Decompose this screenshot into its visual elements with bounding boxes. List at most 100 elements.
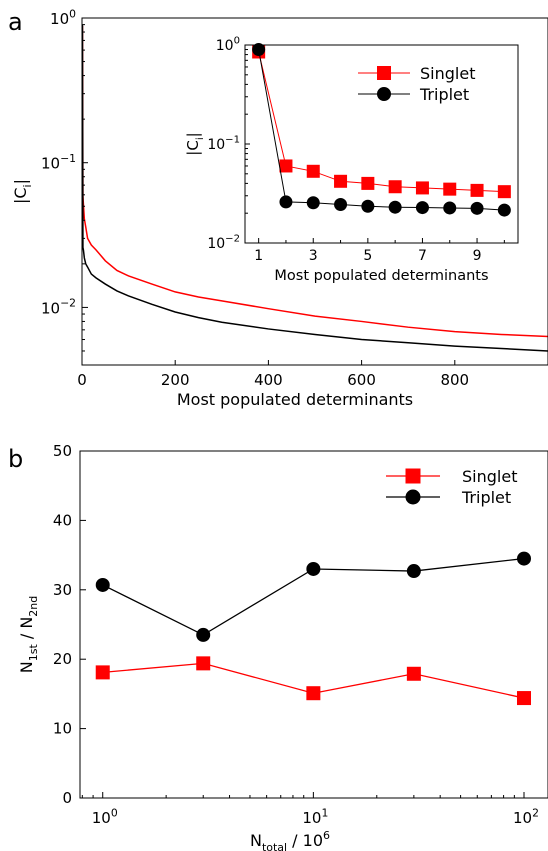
inset-series-singlet-marker	[306, 164, 320, 178]
inset-series-singlet-marker	[388, 180, 402, 194]
inset-ytick-label-exp: −1	[225, 135, 240, 146]
panel-a-xtick-label: 0	[77, 371, 87, 389]
panel-b-series-triplet-marker	[516, 551, 531, 566]
panel-a-ytick-label: 10−2	[41, 297, 76, 318]
inset-series-singlet-marker	[361, 176, 375, 190]
panel-a-xtick-label: 200	[161, 371, 190, 389]
panel-b-xtick-label: 100	[92, 806, 118, 827]
inset-series-triplet-marker	[361, 199, 375, 213]
panel-b-ylabel-n1: N	[17, 661, 36, 673]
inset-series-triplet-marker	[252, 43, 266, 57]
panel-b-label: b	[8, 445, 23, 473]
inset-legend-singlet-marker	[377, 66, 391, 80]
panel-b-legend-triplet-marker	[405, 489, 421, 505]
panel-b-xtick-label-exp: 1	[321, 806, 328, 819]
panel-a-ylabel-end: |	[11, 179, 30, 184]
panel-b-series-singlet-marker	[516, 691, 531, 706]
inset-ylabel-sub: i	[195, 137, 206, 140]
panel-a-label: a	[8, 8, 23, 36]
inset-legend-triplet-marker	[377, 87, 391, 101]
panel-a-xtick-label: 400	[254, 371, 283, 389]
panel-a-ytick-label-base: 10	[41, 299, 60, 317]
inset-ytick-label: 10−2	[207, 234, 240, 252]
panel-b-ylabel-sub1: 1st	[27, 644, 40, 662]
inset-series-triplet-line	[258, 49, 505, 211]
inset-ylabel: |Ci|	[184, 132, 206, 155]
inset-series-triplet-marker	[388, 200, 402, 214]
panel-a-ytick-label: 100	[50, 7, 76, 28]
inset-ytick-label-base: 10	[216, 38, 234, 54]
panel-b-ytick-label: 0	[62, 789, 72, 807]
panel-b-ytick-label: 40	[53, 511, 72, 529]
inset-series-singlet-marker	[415, 181, 429, 195]
panel-a-xtick-label: 800	[440, 371, 469, 389]
panel-b-xlabel-sup: 6	[323, 829, 330, 842]
panel-b-xtick-label-base: 10	[92, 809, 111, 827]
panel-b-ylabel-sub2: 2nd	[27, 596, 40, 617]
panel-b-series-triplet-marker	[306, 561, 321, 576]
inset-series-singlet-marker	[279, 159, 293, 173]
inset-series-singlet-marker	[443, 182, 457, 196]
panel-b-xtick-label-exp: 2	[532, 806, 539, 819]
inset-ytick-label-base: 10	[207, 137, 225, 153]
panel-b-xtick-label: 102	[513, 806, 539, 827]
inset-ytick-label-exp: −2	[225, 234, 240, 245]
inset-ytick-label-base: 10	[207, 236, 225, 252]
inset-ytick-label: 10−1	[207, 135, 240, 153]
inset-series-triplet-marker	[306, 196, 320, 210]
panel-a-axes-frame	[81, 17, 548, 366]
panel-b-ylabel-mid: / N	[17, 617, 36, 645]
panel-b-ytick-label: 10	[53, 720, 72, 738]
panel-b-series-singlet-marker	[95, 665, 110, 680]
inset-ylabel-main: |C	[184, 140, 202, 156]
panel-b-legend-singlet-marker	[405, 468, 421, 484]
panel-b-series-singlet-marker	[306, 686, 321, 701]
inset-xtick-label: 5	[363, 248, 372, 264]
inset-series-triplet-marker	[279, 195, 293, 209]
panel-b-series-singlet-marker	[196, 656, 211, 671]
panel-b-xtick-label-base: 10	[302, 809, 321, 827]
panel-b-xlabel-main: N	[250, 831, 262, 850]
panel-a-ytick-label-base: 10	[41, 155, 60, 173]
panel-b-legend-triplet-label: Triplet	[461, 488, 511, 507]
panel-a-ytick-label-exp: −2	[60, 297, 76, 310]
inset-legend-singlet-label: Singlet	[420, 64, 475, 83]
panel-b-series-singlet-marker	[406, 666, 421, 681]
inset-series-triplet-marker	[334, 197, 348, 211]
panel-b-series-triplet-marker	[196, 627, 211, 642]
panel-a-ytick-label-base: 10	[50, 10, 69, 28]
panel-a-series-singlet-line	[81, 26, 548, 338]
panel-b-legend-singlet-label: Singlet	[462, 467, 517, 486]
inset-ytick-label-exp: 0	[234, 36, 240, 47]
panel-b-xlabel-suffix: / 10	[287, 831, 323, 850]
inset-series-singlet-marker	[497, 185, 511, 199]
inset-xtick-label: 9	[473, 248, 482, 264]
panel-b-series-triplet-marker	[406, 564, 421, 579]
inset-series-singlet-line	[258, 51, 505, 193]
inset-series-triplet-marker	[415, 201, 429, 215]
panel-a-ytick-label-exp: 0	[69, 7, 76, 20]
inset-legend-triplet-label: Triplet	[419, 85, 469, 104]
panel-b-xtick-label-exp: 0	[111, 806, 118, 819]
inset-series-triplet-marker	[443, 201, 457, 215]
panel-a-ytick-label: 10−1	[41, 152, 76, 173]
inset-series-triplet-marker	[470, 201, 484, 215]
panel-a-ylabel: |Ci|	[11, 179, 34, 204]
inset-series-triplet-marker	[497, 203, 511, 217]
inset-xtick-label: 7	[418, 248, 427, 264]
inset-xlabel: Most populated determinants	[274, 268, 488, 284]
inset-ytick-label: 100	[216, 36, 240, 54]
panel-b-xtick-label: 101	[302, 806, 328, 827]
inset-xtick-label: 1	[254, 248, 263, 264]
panel-b-axes-frame	[79, 450, 548, 799]
panel-b-ytick-label: 30	[53, 581, 72, 599]
panel-b-ytick-label: 20	[53, 650, 72, 668]
inset-series-singlet-marker	[334, 174, 348, 188]
panel-b-ytick-label: 50	[53, 442, 72, 460]
panel-b-ylabel: N1st / N2nd	[17, 596, 40, 674]
panel-a-series-triplet-line	[81, 24, 548, 352]
inset-series-singlet-marker	[470, 183, 484, 197]
